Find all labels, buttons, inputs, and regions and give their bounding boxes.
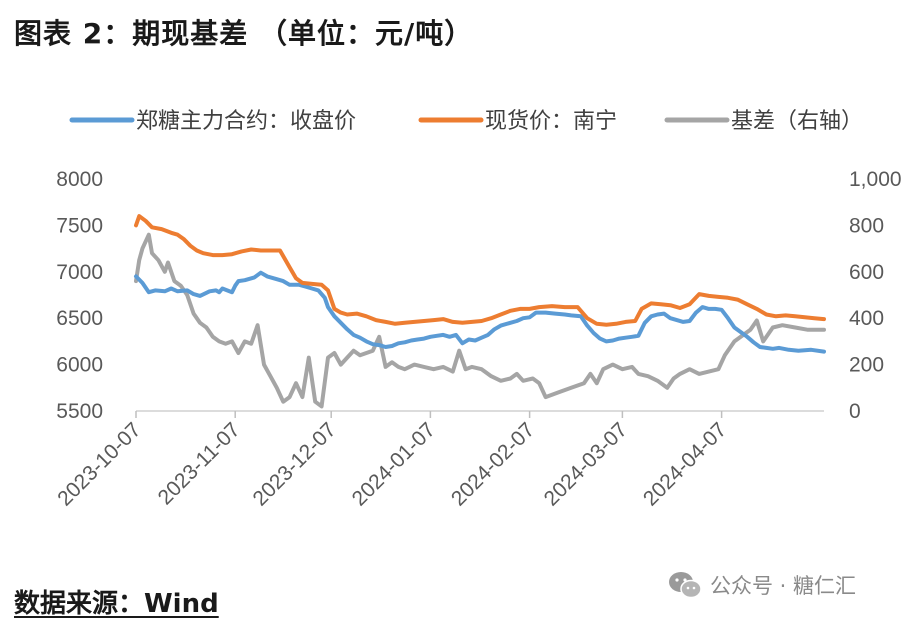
legend: 郑糖主力合约：收盘价 现货价：南宁 基差（右轴）: [69, 109, 863, 134]
x-tick-label: 2024-03-07: [540, 418, 632, 510]
legend-label-2: 基差（右轴）: [731, 109, 863, 134]
y-tick-label: 5500: [56, 400, 103, 423]
y2-tick-label: 200: [849, 354, 884, 377]
x-tick-label: 2023-11-07: [154, 418, 245, 509]
legend-label-1: 现货价：南宁: [485, 109, 617, 134]
y2-tick-label: 1,000: [849, 168, 902, 191]
y2-tick-label: 800: [849, 214, 884, 237]
watermark: 公众号 · 糖仁汇: [668, 568, 856, 602]
y-tick-label: 6000: [56, 354, 103, 377]
series-lines: [134, 214, 826, 409]
series-line-0: [134, 270, 826, 354]
source-note: 数据来源：Wind: [14, 589, 219, 619]
y-tick-label: 8000: [56, 168, 103, 191]
y-tick-label: 7500: [56, 214, 103, 237]
series-line-1: [134, 214, 826, 327]
watermark-text: 公众号 · 糖仁汇: [710, 574, 857, 598]
legend-label-0: 郑糖主力合约：收盘价: [136, 109, 356, 134]
y2-tick-label: 400: [849, 307, 884, 330]
x-tick-label: 2024-02-07: [447, 418, 539, 510]
y2-tick-label: 0: [849, 400, 861, 423]
y2-tick-label: 600: [849, 261, 884, 284]
x-tick-label: 2023-10-07: [53, 418, 145, 510]
y-tick-label: 7000: [56, 261, 103, 284]
figure-title: 图表 2：期现基差 （单位：元/吨）: [14, 17, 474, 50]
x-tick-label: 2024-01-07: [348, 418, 440, 510]
wechat-icon: [669, 572, 702, 599]
x-tick-label: 2024-04-07: [639, 418, 731, 510]
y-tick-label: 6500: [56, 307, 103, 330]
x-tick-label: 2023-12-07: [249, 418, 341, 510]
series-line-2: [134, 232, 826, 409]
